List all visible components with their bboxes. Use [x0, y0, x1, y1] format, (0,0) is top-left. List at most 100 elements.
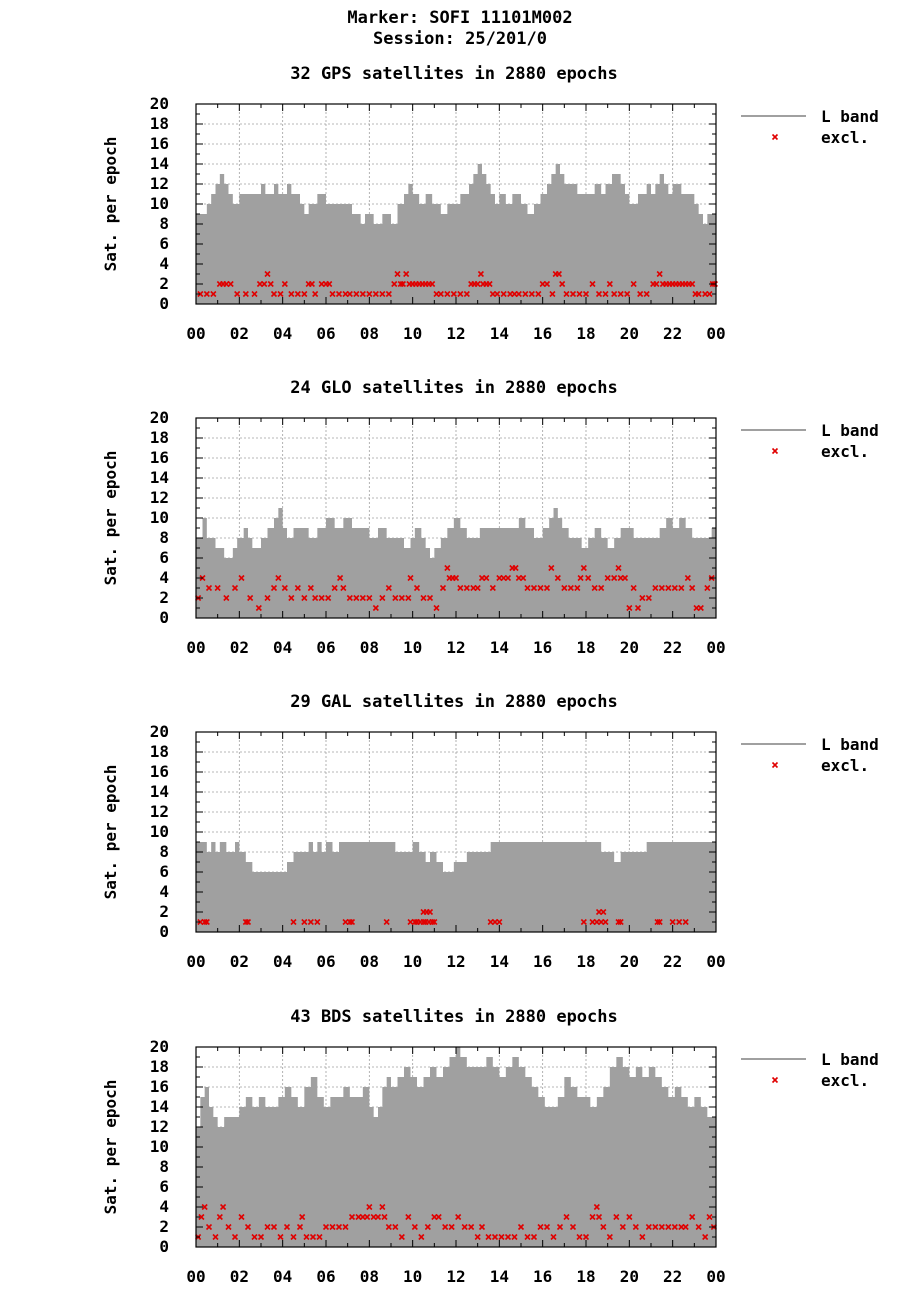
excl-point	[337, 574, 344, 582]
excl-point	[563, 1213, 570, 1221]
excl-point	[450, 290, 457, 298]
legend-band-label: L band	[821, 107, 879, 126]
excl-point	[312, 594, 319, 602]
excl-point	[549, 290, 556, 298]
excl-point	[589, 280, 596, 288]
excl-point	[307, 918, 314, 926]
excl-point	[639, 594, 646, 602]
legend: L band excl.	[741, 735, 879, 775]
excl-point	[634, 604, 642, 612]
y-tick-label: 6	[159, 1177, 169, 1196]
excl-point	[656, 918, 663, 926]
y-tick-label: 10	[150, 194, 169, 213]
excl-point	[684, 574, 691, 582]
excl-point	[392, 594, 399, 602]
excl-point	[561, 584, 568, 592]
session-label: Session: 25/201/0	[373, 29, 547, 49]
excl-point	[264, 1223, 271, 1231]
x-tick-label: 16	[533, 638, 552, 657]
excl-point	[461, 1223, 468, 1231]
y-tick-label: 4	[159, 254, 169, 273]
excl-point	[517, 1223, 525, 1231]
excl-point	[340, 584, 347, 592]
y-tick-label: 14	[150, 154, 169, 173]
y-tick-label: 8	[159, 214, 169, 233]
excl-point	[307, 584, 314, 592]
excl-point	[359, 594, 366, 602]
y-tick-label: 16	[150, 762, 169, 781]
excl-point	[383, 918, 390, 926]
excl-point	[595, 1213, 603, 1221]
y-tick-label: 0	[159, 608, 169, 627]
x-tick-label: 18	[576, 638, 595, 657]
excl-point	[695, 290, 702, 298]
excl-point	[205, 1223, 213, 1231]
excl-point	[346, 918, 353, 926]
excl-point	[556, 1223, 564, 1231]
excl-point	[483, 574, 490, 582]
excl-point	[270, 1223, 278, 1231]
excl-point	[198, 1213, 205, 1221]
excl-point	[318, 594, 325, 602]
y-tick-label: 2	[159, 274, 169, 293]
excl-point	[372, 290, 379, 298]
x-tick-label: 12	[446, 1267, 465, 1286]
excl-point	[411, 1223, 418, 1231]
x-tick-label: 08	[360, 324, 379, 343]
excl-point	[403, 270, 410, 278]
excl-point	[303, 1233, 310, 1241]
excl-point	[474, 280, 481, 288]
excl-point	[678, 584, 685, 592]
excl-point	[444, 564, 451, 572]
excl-point	[264, 594, 271, 602]
x-tick-label: 16	[533, 952, 552, 971]
legend-band-label: L band	[821, 1050, 879, 1069]
excl-point	[617, 290, 624, 298]
chart-title: 29 GAL satellites in 2880 epochs	[290, 692, 618, 712]
x-tick-label: 06	[316, 1267, 335, 1286]
excl-point	[398, 1233, 405, 1241]
excl-point	[244, 918, 252, 926]
excl-point	[335, 290, 343, 298]
x-tick-label: 00	[186, 638, 205, 657]
excl-point	[468, 1223, 475, 1231]
excl-point	[433, 604, 440, 612]
excl-point	[444, 290, 451, 298]
excl-point	[555, 270, 562, 278]
excl-point	[398, 594, 405, 602]
y-tick-label: 20	[150, 722, 169, 741]
excl-point	[290, 918, 297, 926]
x-tick-label: 04	[273, 952, 292, 971]
excl-point	[524, 1233, 531, 1241]
y-tick-label: 12	[150, 1117, 169, 1136]
excl-point	[290, 1233, 297, 1241]
excl-point	[676, 918, 683, 926]
excl-point	[223, 594, 230, 602]
legend-band-label: L band	[821, 735, 879, 754]
excl-point	[366, 290, 373, 298]
excl-point	[299, 1213, 306, 1221]
excl-point	[489, 584, 496, 592]
excl-point	[364, 1213, 371, 1221]
excl-point	[455, 1213, 462, 1221]
excl-point	[554, 574, 561, 582]
excl-point	[326, 280, 333, 288]
excl-point	[598, 584, 605, 592]
legend-band-label: L band	[821, 421, 879, 440]
excl-point	[615, 918, 622, 926]
y-tick-label: 16	[150, 448, 169, 467]
excl-point	[474, 1233, 481, 1241]
excl-point	[706, 290, 713, 298]
excl-point	[374, 1213, 382, 1221]
excl-point	[346, 594, 353, 602]
x-tick-label: 10	[403, 952, 422, 971]
excl-point	[689, 1213, 696, 1221]
excl-point	[442, 1223, 449, 1231]
excl-point	[611, 290, 618, 298]
excl-point	[695, 1223, 702, 1231]
y-tick-label: 18	[150, 742, 169, 761]
excl-point	[288, 290, 295, 298]
x-tick-label: 00	[706, 952, 725, 971]
excl-point	[210, 290, 217, 298]
excl-point	[580, 564, 587, 572]
